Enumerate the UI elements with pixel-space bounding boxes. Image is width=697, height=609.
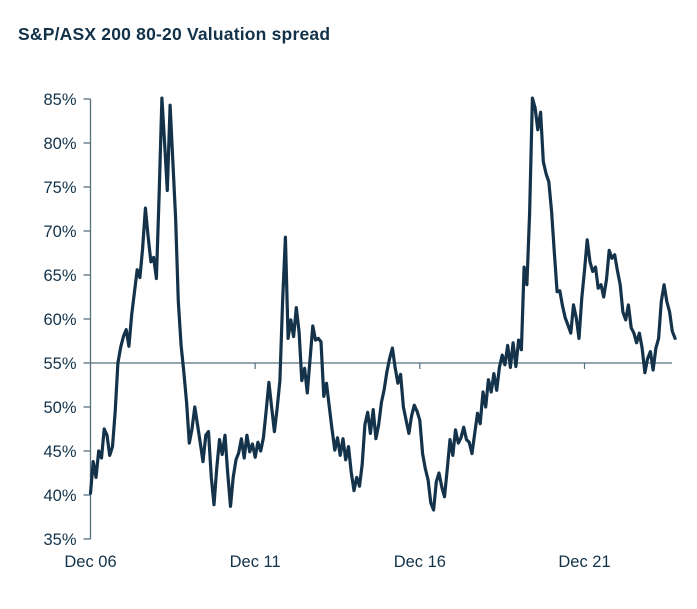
y-tick-label: 65%	[43, 267, 76, 285]
y-tick-label: 55%	[43, 355, 76, 373]
y-tick-label: 80%	[43, 135, 76, 153]
y-tick-label: 75%	[43, 179, 76, 197]
x-tick-label: Dec 06	[64, 553, 116, 571]
y-tick-label: 70%	[43, 223, 76, 241]
y-tick-label: 35%	[43, 531, 76, 549]
y-tick-label: 50%	[43, 399, 76, 417]
y-tick-label: 40%	[43, 487, 76, 505]
y-tick-label: 60%	[43, 311, 76, 329]
y-tick-label: 45%	[43, 443, 76, 461]
series-line	[88, 96, 677, 512]
y-tick-label: 85%	[43, 91, 76, 109]
x-tick-label: Dec 16	[394, 553, 446, 571]
x-tick-label: Dec 21	[558, 553, 610, 571]
chart-title: S&P/ASX 200 80-20 Valuation spread	[18, 24, 331, 44]
x-tick-label: Dec 11	[230, 553, 281, 571]
